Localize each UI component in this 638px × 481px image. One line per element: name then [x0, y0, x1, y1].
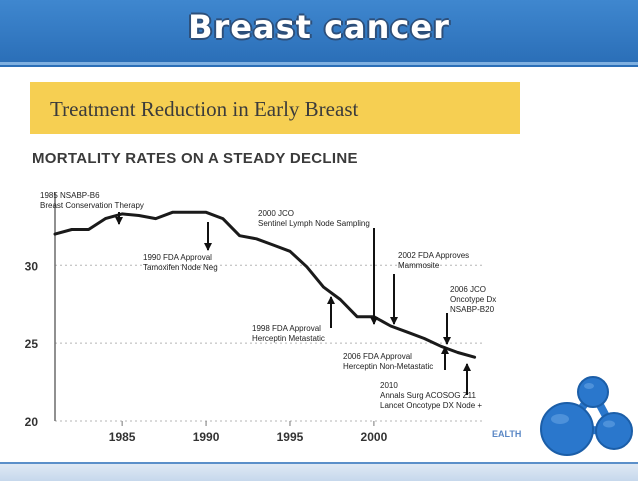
- data-point: [188, 211, 191, 214]
- data-point: [355, 315, 359, 318]
- annotation-arrowhead: [443, 337, 451, 345]
- y-tick-label: 30: [25, 259, 39, 273]
- annotation-text: Herceptin Non-Metastatic: [343, 362, 433, 371]
- annotation-text: Breast Conservation Therapy: [40, 201, 144, 210]
- title-band: [30, 82, 520, 134]
- annotation-text: 1990 FDA Approval: [143, 253, 212, 262]
- annotation-arrowhead: [463, 363, 471, 371]
- x-tick-label: 1990: [193, 430, 220, 444]
- line-layer: [53, 210, 477, 359]
- title-bar: [0, 0, 638, 65]
- data-point: [87, 228, 90, 231]
- annotation-text: NSABP-B20: [450, 305, 495, 314]
- x-tick-label: 1985: [109, 430, 136, 444]
- annotation-arrowhead: [327, 296, 335, 304]
- annotation-arrowhead: [370, 317, 378, 325]
- data-point: [288, 250, 292, 253]
- title-bar-rule: [0, 65, 638, 67]
- annotation-text: 2000 JCO: [258, 209, 294, 218]
- data-point: [423, 337, 426, 340]
- x-tick-label: 1995: [277, 430, 304, 444]
- y-tick-label: 20: [25, 415, 39, 429]
- data-point: [456, 351, 460, 354]
- annotation-arrowhead: [115, 217, 123, 225]
- x-tick-label: 2000: [361, 430, 388, 444]
- annotation-text: Sentinel Lymph Node Sampling: [258, 219, 370, 228]
- data-point: [171, 211, 174, 214]
- annotation-text: Mammosite: [398, 261, 440, 270]
- cropped-footer-text: EALTH: [492, 429, 521, 439]
- bottom-strip: [0, 462, 638, 481]
- annotation-text: Lancet Oncotype DX Node +: [380, 401, 482, 410]
- data-point: [305, 265, 308, 269]
- data-point: [104, 217, 107, 220]
- grid-layer: [55, 264, 483, 422]
- data-point: [238, 234, 241, 237]
- y-tick-label: 25: [25, 337, 39, 351]
- annotation-text: 2006 JCO: [450, 285, 486, 294]
- data-point: [53, 232, 57, 236]
- annotation-text: 2002 FDA Approves: [398, 251, 469, 260]
- mortality-line: [53, 210, 477, 359]
- data-point: [322, 285, 325, 289]
- annotation-arrowhead: [390, 317, 398, 325]
- data-point: [154, 217, 157, 220]
- annotation-text: 1998 FDA Approval: [252, 324, 321, 333]
- data-point: [204, 211, 208, 214]
- annotation-arrowhead: [441, 346, 449, 354]
- annotation-text: Tamoxifen Node Neg: [143, 263, 218, 272]
- annotation-arrowhead: [204, 243, 212, 251]
- data-point: [406, 331, 409, 334]
- chart-subtitle: MORTALITY RATES ON A STEADY DECLINE: [32, 150, 358, 167]
- annotation-text: 1985 NSABP-B6: [40, 191, 100, 200]
- data-point: [70, 228, 73, 231]
- data-point: [120, 212, 124, 216]
- data-point: [389, 324, 392, 328]
- data-point: [473, 355, 476, 359]
- data-point: [137, 214, 141, 217]
- annotation-text: 2006 FDA Approval: [343, 352, 412, 361]
- annotation-text: Herceptin Metastatic: [252, 334, 325, 343]
- slide-title: Breast cancer: [188, 8, 450, 46]
- band-title: Treatment Reduction in Early Breast: [50, 97, 359, 121]
- annotation-text: Annals Surg ACOSOG Z11: [380, 391, 476, 400]
- molecule-logo-icon: [540, 376, 633, 456]
- data-point: [255, 237, 258, 241]
- axis-layer: 20 25 30 1985 1990 1995 2000: [25, 193, 388, 444]
- data-point: [271, 243, 275, 247]
- annotation-text: Oncotype Dx: [450, 295, 496, 304]
- data-point: [221, 217, 225, 220]
- data-point: [439, 345, 443, 348]
- annotation-text: 2010: [380, 381, 398, 390]
- data-point: [339, 298, 342, 301]
